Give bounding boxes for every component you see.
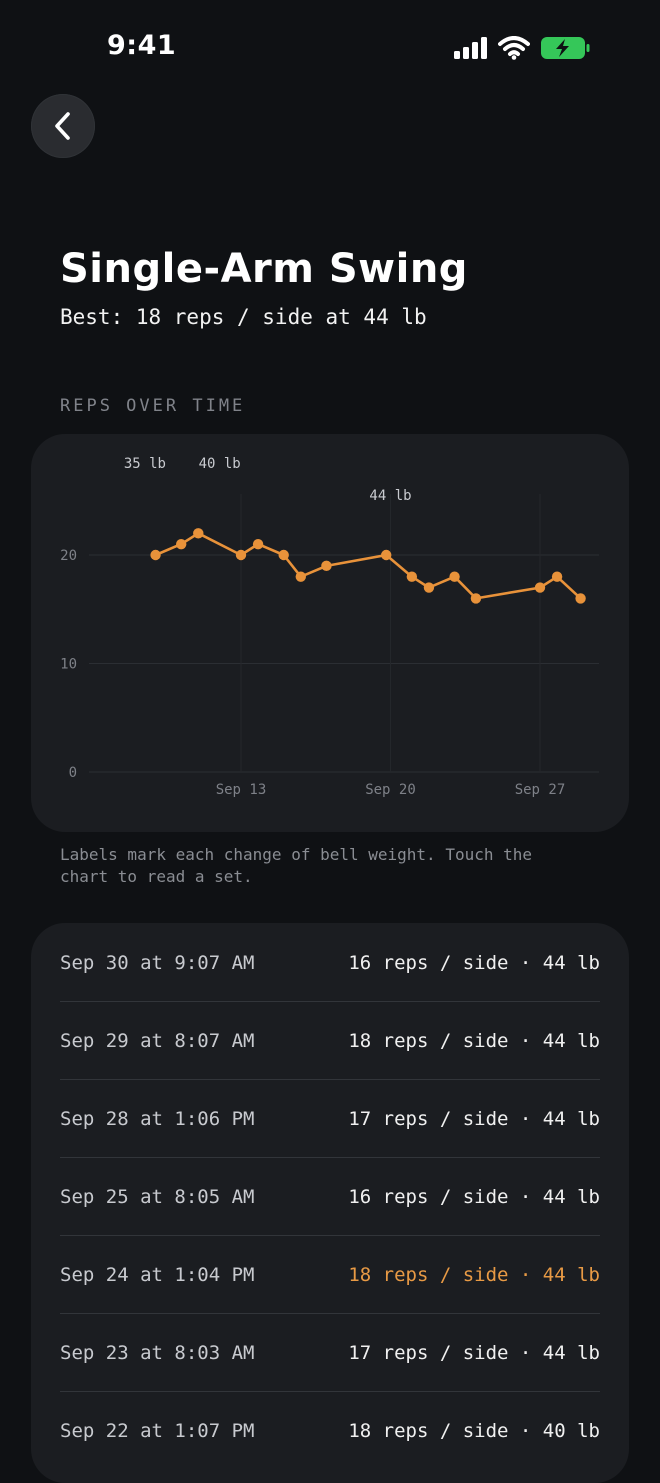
wifi-icon [498,36,530,60]
data-point[interactable] [193,528,204,539]
history-row-date: Sep 23 at 8:03 AM [60,1342,255,1364]
history-row-value: 17 reps / side · 44 lb [348,1342,600,1364]
history-row-value: 17 reps / side · 44 lb [348,1108,600,1130]
history-row[interactable]: Sep 29 at 8:07 AM 18 reps / side · 44 lb [60,1002,600,1080]
page-title: Single-Arm Swing [60,246,468,292]
y-tick-label: 0 [69,765,77,781]
history-row-date: Sep 29 at 8:07 AM [60,1030,255,1052]
data-point[interactable] [470,593,482,604]
data-point[interactable] [449,571,460,582]
history-row-value: 16 reps / side · 44 lb [348,1186,600,1208]
row-divider [60,1235,600,1236]
data-point[interactable] [235,549,247,561]
data-point[interactable] [406,571,418,582]
reps-over-time-chart[interactable]: 0 10 20 Sep 13 Sep 20 Sep 27 35 lb 40 lb 44 lb [31,434,629,832]
reps-series-line [154,532,582,600]
status-time: 9:41 [107,30,177,61]
data-point[interactable] [150,549,161,561]
x-tick-label: Sep 27 [515,782,566,798]
history-row-value: 18 reps / side · 40 lb [348,1420,600,1442]
x-tick-label: Sep 20 [365,782,416,798]
status-icons [454,36,590,60]
history-row-date: Sep 22 at 1:07 PM [60,1420,255,1442]
chart-section-label: REPS OVER TIME [60,396,246,416]
best-record: Best: 18 reps / side at 44 lb [60,305,427,329]
history-row[interactable]: Sep 30 at 9:07 AM 16 reps / side · 44 lb [60,924,600,1002]
data-point[interactable] [252,538,264,550]
row-divider [60,1313,600,1314]
weight-change-label: 40 lb [199,456,241,472]
set-history-list: Sep 30 at 9:07 AM 16 reps / side · 44 lb S… [31,923,629,1483]
data-point[interactable] [295,571,306,582]
row-divider [60,1001,600,1002]
status-bar: 9:41 [0,0,660,96]
x-tick-label: Sep 13 [216,782,267,798]
data-point[interactable] [176,538,187,550]
y-tick-label: 20 [60,548,77,564]
data-point[interactable] [534,582,546,593]
row-divider [60,1079,600,1080]
history-row[interactable]: Sep 28 at 1:06 PM 17 reps / side · 44 lb [60,1080,600,1158]
history-row-value: 16 reps / side · 44 lb [348,952,600,974]
row-divider [60,1157,600,1158]
data-point[interactable] [423,582,435,593]
data-point[interactable] [321,560,332,572]
history-row-date: Sep 28 at 1:06 PM [60,1108,255,1130]
data-point[interactable] [278,549,289,561]
reps-chart-card[interactable]: 0 10 20 Sep 13 Sep 20 Sep 27 35 lb 40 lb 44 lb [31,434,629,832]
history-row-value: 18 reps / side · 44 lb [348,1030,600,1052]
data-point[interactable] [575,593,586,604]
chart-note: Labels mark each change of bell weight. … [60,845,533,886]
history-row[interactable]: Sep 25 at 8:05 AM 16 reps / side · 44 lb [60,1158,600,1236]
weight-change-label: 44 lb [369,488,411,504]
chevron-left-icon [55,112,70,140]
history-row-date: Sep 25 at 8:05 AM [60,1186,255,1208]
y-tick-label: 10 [60,657,77,673]
data-point[interactable] [551,571,563,582]
weight-change-label: 35 lb [124,456,166,472]
history-row[interactable]: Sep 24 at 1:04 PM 18 reps / side · 44 lb [60,1236,600,1314]
history-row[interactable]: Sep 22 at 1:07 PM 18 reps / side · 40 lb [60,1392,600,1470]
battery-charging-icon [541,37,590,59]
history-row-date: Sep 30 at 9:07 AM [60,952,255,974]
history-row-value: 18 reps / side · 44 lb [348,1264,600,1286]
back-button[interactable] [31,94,95,158]
data-point[interactable] [381,549,392,561]
row-divider [60,1391,600,1392]
history-row[interactable]: Sep 23 at 8:03 AM 17 reps / side · 44 lb [60,1314,600,1392]
cellular-signal-icon [454,37,487,59]
history-row-date: Sep 24 at 1:04 PM [60,1264,255,1286]
